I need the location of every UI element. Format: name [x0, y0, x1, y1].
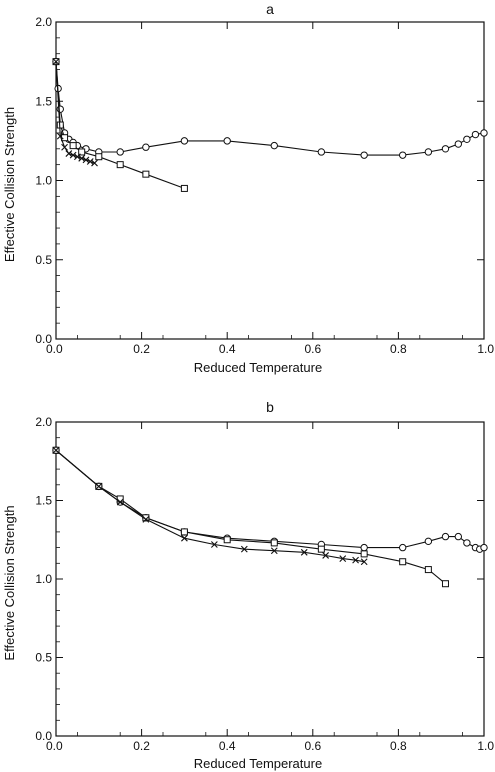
plot-frame — [55, 421, 485, 737]
y-axis-label: Effective Collision Strength — [2, 107, 17, 262]
data-point-circle — [480, 129, 488, 137]
data-point-cross — [116, 498, 124, 506]
x-tick-label: 1.0 — [477, 342, 494, 356]
data-point-cross — [82, 156, 90, 164]
data-point-cross — [74, 153, 81, 161]
data-point-circle — [441, 145, 450, 153]
data-point-cross — [69, 151, 77, 159]
data-point-square — [399, 558, 407, 566]
series-line-cross — [55, 61, 95, 164]
data-point-square — [270, 539, 278, 547]
data-point-circle — [463, 135, 471, 143]
y-axis-label: Effective Collision Strength — [2, 505, 17, 660]
y-tick-label: 1.0 — [35, 174, 52, 188]
data-point-circle — [142, 143, 150, 151]
x-tick-label: 0.8 — [390, 342, 407, 356]
x-tick-label: 0.0 — [46, 342, 63, 356]
data-point-cross — [95, 482, 103, 490]
y-tick-label: 1.5 — [35, 494, 52, 508]
data-point-square — [223, 536, 231, 544]
x-tick-label: 0.4 — [219, 739, 236, 753]
data-point-cross — [65, 150, 73, 157]
data-point-circle — [463, 539, 471, 547]
data-point-cross — [322, 552, 330, 559]
data-point-cross — [78, 154, 86, 162]
data-point-cross — [270, 547, 278, 555]
x-axis-label: Reduced Temperature — [194, 756, 322, 771]
y-tick-label: 0.0 — [35, 332, 52, 346]
data-point-circle — [398, 543, 407, 552]
plot-frame — [55, 21, 485, 340]
x-axis-label: Reduced Temperature — [194, 360, 322, 375]
y-tick-label: 0.0 — [35, 729, 52, 743]
x-tick-label: 0.6 — [304, 739, 321, 753]
data-point-cross — [240, 545, 248, 553]
chart-title: a — [266, 1, 274, 17]
data-point-square — [360, 550, 368, 558]
data-point-cross — [61, 143, 68, 151]
data-point-circle — [480, 543, 488, 552]
data-point-cross — [300, 548, 308, 556]
data-point-circle — [180, 137, 189, 145]
series-line-square — [55, 449, 446, 585]
chart-panel-a: a 0.0 0.2 0.4 0.6 0.8 1.0 0.0 0.5 1.0 1.5 2.0 Reduce… — [2, 1, 494, 375]
x-tick-label: 1.0 — [477, 739, 494, 753]
data-point-cross — [210, 541, 218, 548]
y-tick-label: 0.5 — [35, 651, 52, 665]
chart-title: b — [266, 399, 274, 415]
x-tick-label: 0.4 — [219, 342, 236, 356]
data-point-circle — [270, 141, 278, 150]
y-tick-label: 1.0 — [35, 572, 52, 586]
data-point-square — [78, 148, 86, 156]
data-point-circle — [454, 532, 463, 541]
data-point-circle — [360, 151, 368, 159]
data-point-cross — [56, 132, 64, 140]
data-point-circle — [360, 543, 368, 552]
data-point-circle — [223, 137, 231, 145]
data-point-cross — [360, 558, 368, 566]
data-point-square — [441, 580, 449, 588]
y-tick-label: 0.5 — [35, 253, 52, 267]
data-point-circle — [56, 105, 64, 113]
y-tick-label: 2.0 — [35, 15, 52, 29]
y-tick-label: 1.5 — [35, 94, 52, 108]
data-point-cross — [86, 158, 94, 165]
data-point-circle — [116, 148, 124, 156]
series-line-circle — [55, 61, 485, 156]
data-point-cross — [339, 555, 347, 562]
chart-panel-b: b 0.0 0.2 0.4 0.6 0.8 1.0 0.0 0.5 1.0 1.5 2.0 Reduce… — [2, 399, 494, 771]
x-tick-label: 0.6 — [304, 342, 321, 356]
data-point-circle — [454, 140, 463, 148]
data-point-square — [116, 161, 124, 169]
data-point-circle — [317, 148, 326, 156]
y-tick-label: 2.0 — [35, 415, 52, 429]
data-point-square — [180, 528, 188, 536]
x-tick-label: 0.2 — [133, 342, 150, 356]
data-point-cross — [52, 58, 60, 66]
data-point-square — [424, 566, 432, 574]
series-line-square — [55, 61, 185, 189]
data-point-cross — [181, 534, 188, 542]
data-point-circle — [441, 532, 450, 541]
data-point-cross — [52, 446, 60, 454]
data-point-square — [142, 170, 150, 178]
data-point-cross — [91, 159, 98, 167]
data-point-circle — [424, 537, 433, 546]
x-tick-label: 0.8 — [390, 739, 407, 753]
x-tick-label: 0.0 — [46, 739, 63, 753]
data-point-cross — [142, 515, 150, 523]
data-point-square — [180, 184, 188, 192]
data-point-square — [69, 142, 77, 150]
data-point-circle — [471, 130, 480, 139]
data-point-cross — [352, 556, 359, 564]
x-tick-label: 0.2 — [133, 739, 150, 753]
data-point-square — [95, 153, 103, 161]
data-point-circle — [424, 148, 433, 156]
data-point-square — [317, 545, 325, 553]
data-point-circle — [398, 151, 407, 159]
